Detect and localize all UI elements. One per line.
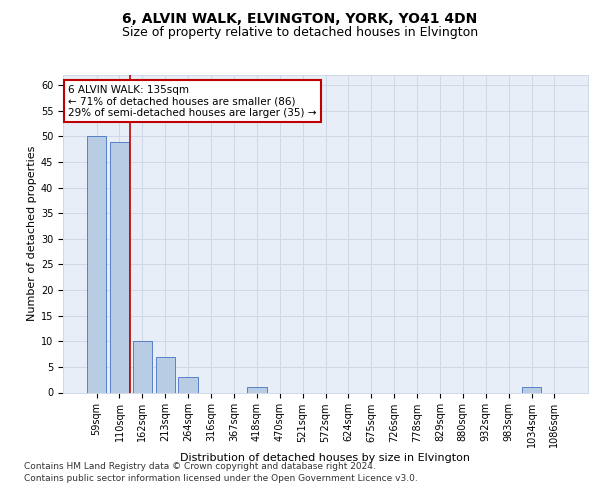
Text: 6, ALVIN WALK, ELVINGTON, YORK, YO41 4DN: 6, ALVIN WALK, ELVINGTON, YORK, YO41 4DN: [122, 12, 478, 26]
Bar: [247, 388, 266, 392]
Y-axis label: Number of detached properties: Number of detached properties: [26, 146, 37, 322]
Bar: [133, 342, 152, 392]
Bar: [522, 388, 541, 392]
Text: Contains HM Land Registry data © Crown copyright and database right 2024.
Contai: Contains HM Land Registry data © Crown c…: [24, 462, 418, 483]
Bar: [178, 377, 198, 392]
X-axis label: Distribution of detached houses by size in Elvington: Distribution of detached houses by size …: [181, 453, 470, 463]
Text: Size of property relative to detached houses in Elvington: Size of property relative to detached ho…: [122, 26, 478, 39]
Text: 6 ALVIN WALK: 135sqm
← 71% of detached houses are smaller (86)
29% of semi-detac: 6 ALVIN WALK: 135sqm ← 71% of detached h…: [68, 84, 317, 117]
Bar: [155, 356, 175, 392]
Bar: [110, 142, 129, 392]
Bar: [87, 136, 106, 392]
